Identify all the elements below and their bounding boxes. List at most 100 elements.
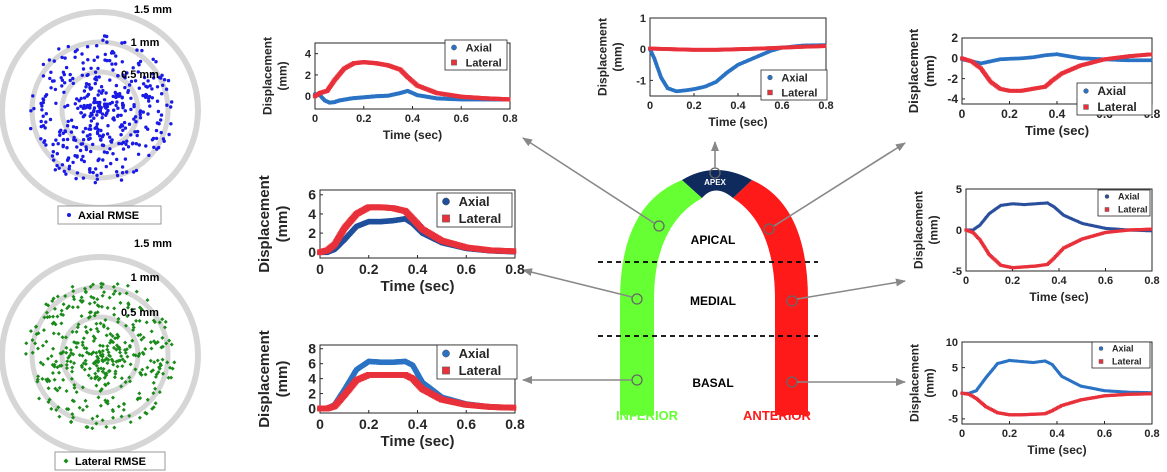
rmse-point <box>96 368 101 373</box>
data-point <box>510 248 517 255</box>
rmse-point <box>54 359 59 364</box>
rmse-point <box>105 111 109 115</box>
data-point <box>1128 228 1132 232</box>
rmse-point <box>141 93 145 98</box>
rmse-point <box>36 331 41 336</box>
rmse-point <box>155 358 160 363</box>
rmse-point <box>161 371 166 376</box>
rmse-point <box>100 293 105 298</box>
rmse-point <box>123 85 127 90</box>
rmse-point <box>72 135 76 140</box>
rmse-point <box>87 167 92 172</box>
rmse-point <box>32 106 36 111</box>
ring-label: 0.5 mm <box>121 307 159 319</box>
ring-label: 1 mm <box>131 272 160 284</box>
rmse-point <box>62 81 67 85</box>
rmse-point <box>121 401 126 406</box>
data-point <box>1029 264 1033 268</box>
x-tick-label: 0.2 <box>1001 107 1018 121</box>
rmse-point <box>41 62 46 67</box>
rmse-point <box>161 83 165 88</box>
rmse-point <box>133 115 138 119</box>
rmse-point <box>105 305 110 310</box>
rmse-point <box>122 120 127 125</box>
x-tick-label: 0.6 <box>1098 275 1113 287</box>
y-axis-label: (mm) <box>927 215 941 244</box>
rmse-point <box>58 133 62 137</box>
rmse-point <box>92 313 97 318</box>
rmse-point <box>136 152 141 156</box>
rmse-point <box>112 108 116 112</box>
rmse-point <box>52 59 56 63</box>
rmse-point <box>79 295 84 300</box>
rmse-point <box>118 92 122 96</box>
rmse-point <box>95 177 100 181</box>
rmse-point <box>51 142 55 147</box>
data-point <box>1082 237 1086 241</box>
apex-label: APEX <box>704 178 726 187</box>
data-point <box>1027 264 1031 269</box>
data-point <box>1035 412 1039 416</box>
rmse-point <box>44 93 49 97</box>
rmse-point <box>64 65 69 70</box>
rmse-point <box>118 350 123 355</box>
rmse-point <box>99 366 104 371</box>
rmse-point <box>169 105 173 109</box>
rmse-point <box>125 139 129 143</box>
rmse-point <box>155 147 159 151</box>
rmse-point <box>68 359 73 364</box>
rmse-point <box>114 103 118 108</box>
rmse-point <box>121 103 126 108</box>
rmse-point <box>85 425 90 430</box>
rmse-point <box>115 157 119 162</box>
rmse-point <box>115 170 119 174</box>
x-tick-label: 0.2 <box>356 113 371 125</box>
rmse-point <box>103 105 108 109</box>
rmse-point <box>61 131 65 135</box>
rmse-point <box>88 124 93 128</box>
rmse-point <box>93 375 98 380</box>
y-tick-label: 1 <box>640 13 646 25</box>
rmse-point <box>128 362 133 367</box>
rmse-point <box>120 60 125 64</box>
rmse-point <box>123 157 128 161</box>
rmse-point <box>138 396 143 401</box>
rmse-point <box>153 401 158 406</box>
y-tick-label: 4 <box>308 371 316 387</box>
rmse-point <box>91 339 96 344</box>
rmse-point <box>90 416 95 421</box>
rmse-point <box>137 305 142 310</box>
data-point <box>822 44 827 49</box>
rmse-point <box>52 377 57 382</box>
rmse-point <box>108 78 112 82</box>
rmse-point <box>120 142 124 146</box>
data-point <box>1016 413 1020 417</box>
rmse-point <box>168 365 173 370</box>
rmse-point <box>95 113 99 117</box>
rmse-point <box>79 314 84 319</box>
rmse-point <box>105 326 110 331</box>
legend-box <box>1076 82 1153 116</box>
rmse-point <box>154 136 159 141</box>
rmse-point <box>84 404 89 409</box>
rmse-point <box>127 413 132 418</box>
rmse-point <box>128 420 133 425</box>
rmse-point <box>95 109 100 114</box>
rmse-point <box>69 130 74 134</box>
rmse-point <box>36 374 41 379</box>
rmse-point <box>100 143 105 147</box>
rmse-point <box>98 134 102 138</box>
rmse-point <box>110 138 114 142</box>
rmse-point <box>116 358 121 363</box>
inferior-apical-chart: 0 0.2 0.4 0.6 0.8 0 2 4 Time (sec) Displacement (m… <box>261 37 518 142</box>
rmse-point <box>90 426 95 431</box>
series-line <box>965 228 1153 269</box>
rmse-point <box>83 290 88 295</box>
rmse-point <box>44 120 48 124</box>
rmse-point <box>74 390 79 395</box>
rmse-point <box>149 329 154 334</box>
rmse-point <box>79 111 83 115</box>
rmse-point <box>47 58 52 62</box>
legend-label: Lateral <box>459 363 502 378</box>
